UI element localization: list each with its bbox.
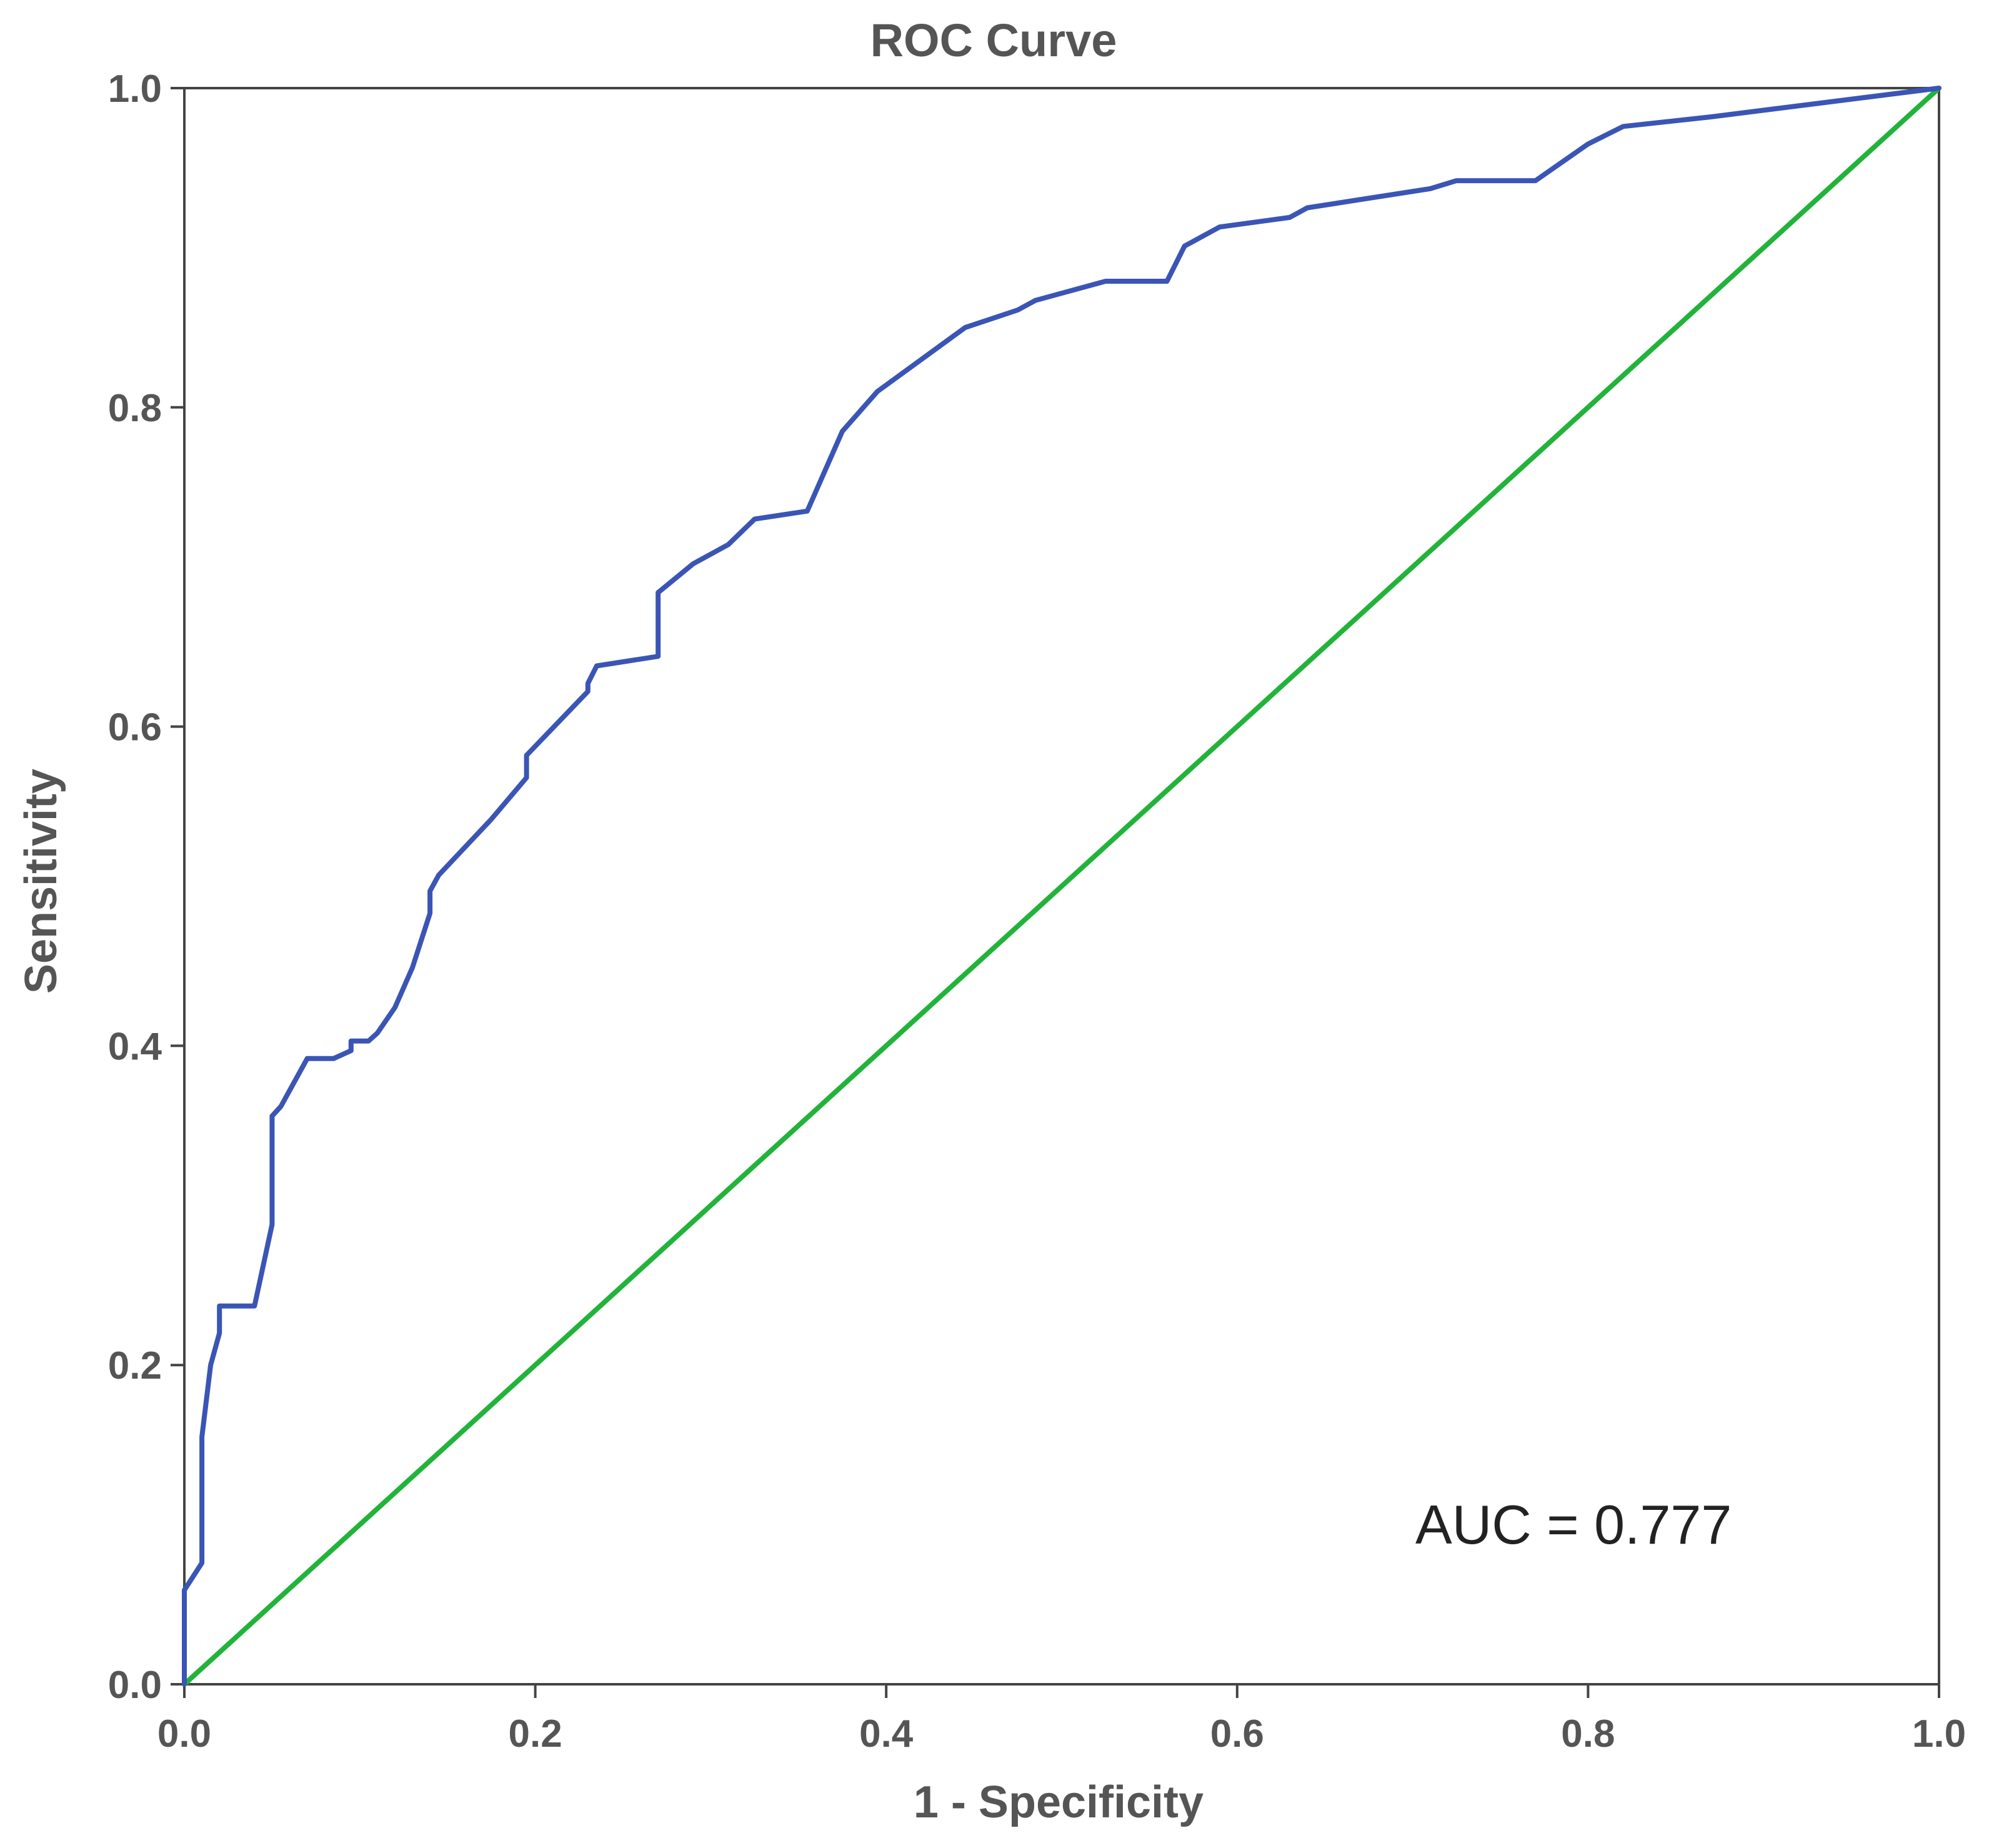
x-tick-label: 0.0 [157, 1712, 211, 1756]
y-tick-label: 1.0 [108, 67, 162, 111]
y-tick-label: 0.6 [108, 706, 162, 749]
plot-area: 0.0 0.2 0.4 0.6 0.8 1.0 0.0 0.2 0.4 0.6 0.8 1.0 [108, 67, 1966, 1756]
reference-diagonal-line [182, 86, 1942, 1687]
roc-curve-line [182, 86, 1942, 1687]
y-tick-label: 0.4 [108, 1025, 162, 1068]
x-tick-label: 0.8 [1561, 1712, 1615, 1756]
y-axis-label: Sensitivity [16, 769, 66, 994]
y-tick-label: 0.8 [108, 387, 162, 430]
x-axis-label: 1 - Specificity [914, 1777, 1204, 1827]
x-tick-label: 1.0 [1912, 1712, 1966, 1756]
plot-frame [183, 87, 1940, 1686]
y-tick-label: 0.2 [108, 1344, 162, 1387]
x-tick-label: 0.6 [1210, 1712, 1264, 1756]
chart-title: ROC Curve [870, 14, 1117, 66]
x-tick-label: 0.4 [859, 1712, 914, 1756]
y-tick-label: 0.0 [108, 1664, 162, 1707]
x-tick-label: 0.2 [508, 1712, 562, 1756]
auc-annotation: AUC = 0.777 [1415, 1494, 1732, 1556]
